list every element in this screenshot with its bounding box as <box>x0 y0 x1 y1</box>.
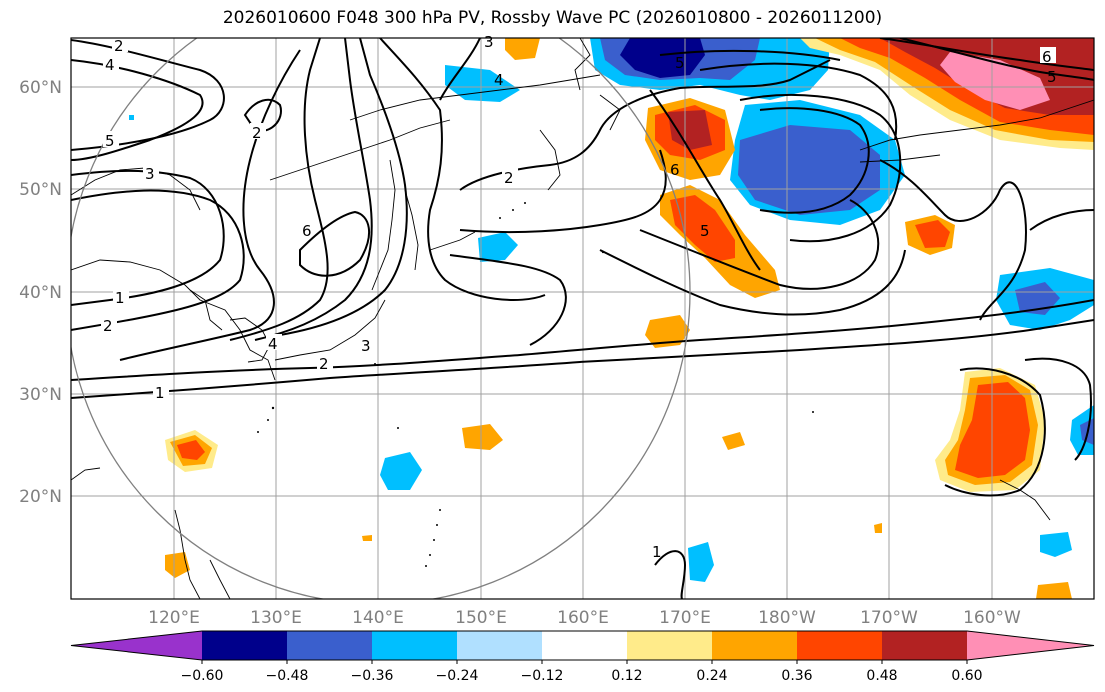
contour-labels: 2 4 3 4 5 3 2 1 2 4 3 2 1 6 2 6 5 6 5 <box>101 33 1057 561</box>
colorbar-segment <box>542 631 627 660</box>
contour-label: 5 <box>700 222 710 240</box>
lat-label: 30°N <box>19 385 62 405</box>
contour-label: 4 <box>105 56 115 74</box>
lat-label: 20°N <box>19 487 62 507</box>
contour-label: 6 <box>302 222 312 240</box>
contour-label: 5 <box>1047 68 1057 86</box>
lon-label: 120°E <box>148 608 200 628</box>
map-frame <box>70 37 1095 600</box>
negative-anomaly-fills <box>129 38 1094 582</box>
colorbar-tick-label: 0.60 <box>951 668 982 684</box>
contour-label: 3 <box>484 33 494 51</box>
lon-label: 180°W <box>758 608 816 628</box>
colorbar-segment <box>882 631 967 660</box>
lon-label: 130°E <box>250 608 302 628</box>
lat-label: 50°N <box>19 180 62 200</box>
longitude-labels: 120°E 130°E 140°E 150°E 160°E 170°E 180°… <box>148 608 1021 628</box>
contour-label: 5 <box>675 54 685 72</box>
latitude-labels: 60°N 50°N 40°N 30°N 20°N <box>19 78 62 507</box>
lon-label: 150°E <box>455 608 507 628</box>
lon-label: 160°E <box>557 608 609 628</box>
colorbar-segment <box>797 631 882 660</box>
map-title: 2026010600 F048 300 hPa PV, Rossby Wave … <box>222 8 883 28</box>
colorbar-tick-label: −0.60 <box>181 668 224 684</box>
contour-label: 4 <box>268 335 278 353</box>
colorbar-tick-label: −0.24 <box>436 668 479 684</box>
contour-label: 2 <box>103 317 113 335</box>
colorbar-segment <box>287 631 372 660</box>
contour-label: 1 <box>652 543 662 561</box>
range-circle <box>71 38 691 599</box>
map-layer <box>71 38 1094 599</box>
positive-anomaly-fills <box>165 38 1094 599</box>
island-dots <box>257 202 814 567</box>
lon-label: 160°W <box>963 608 1021 628</box>
colorbar-segment <box>627 631 712 660</box>
contour-label: 1 <box>115 289 125 307</box>
contour-label: 4 <box>494 71 504 89</box>
colorbar-tick-label: −0.48 <box>266 668 309 684</box>
colorbar-segment <box>712 631 797 660</box>
colorbar-extend-low <box>71 631 202 660</box>
lat-label: 60°N <box>19 78 62 98</box>
colorbar-tick-label: 0.36 <box>781 668 812 684</box>
colorbar-extend-high <box>967 631 1094 660</box>
colorbar-tick-label: 0.24 <box>696 668 727 684</box>
contour-label: 3 <box>145 165 155 183</box>
lon-label: 170°W <box>860 608 918 628</box>
pv-contours <box>71 38 1094 599</box>
contour-label: 2 <box>114 37 124 55</box>
contour-label: 1 <box>155 384 165 402</box>
contour-label: 2 <box>504 169 514 187</box>
contour-label: 2 <box>252 124 262 142</box>
colorbar-segment <box>202 631 287 660</box>
contour-label: 3 <box>361 337 371 355</box>
contour-label: 2 <box>319 355 329 373</box>
contour-label: 6 <box>670 161 680 179</box>
colorbar-segment <box>457 631 542 660</box>
lon-label: 140°E <box>352 608 404 628</box>
colorbar-tick-label: 0.48 <box>866 668 897 684</box>
colorbar: −0.60 −0.48 −0.36 −0.24 −0.12 0.12 0.24 0.36 0.4… <box>70 630 1095 684</box>
lat-label: 40°N <box>19 283 62 303</box>
contour-label: 6 <box>1042 48 1052 66</box>
lon-label: 170°E <box>659 608 711 628</box>
colorbar-tick-label: −0.12 <box>521 668 564 684</box>
gridlines <box>71 38 1094 599</box>
colorbar-segment <box>372 631 457 660</box>
colorbar-tick-label: 0.12 <box>611 668 642 684</box>
contour-label: 5 <box>105 132 115 150</box>
colorbar-tick-label: −0.36 <box>351 668 394 684</box>
